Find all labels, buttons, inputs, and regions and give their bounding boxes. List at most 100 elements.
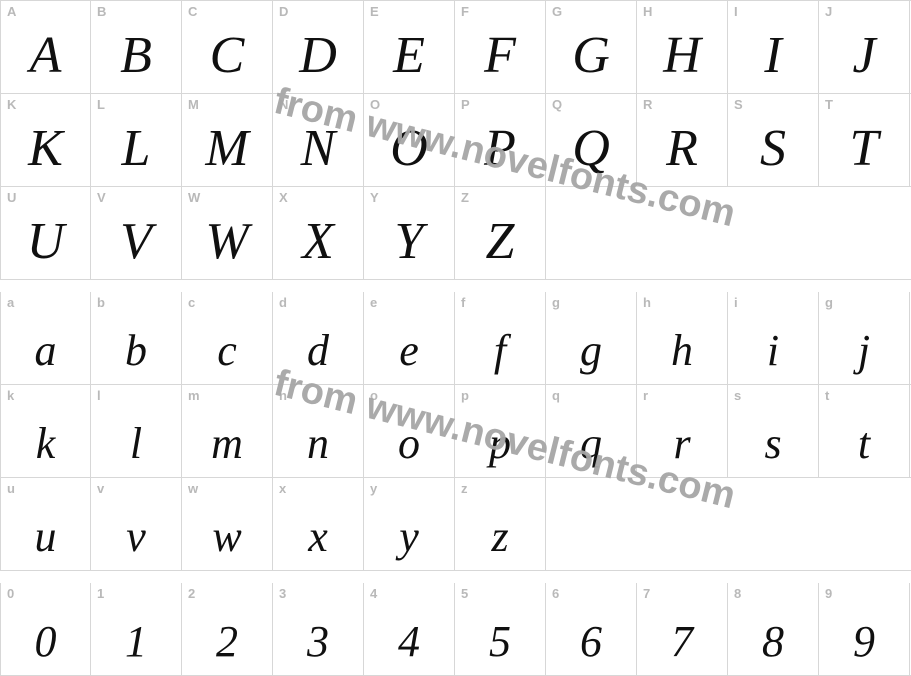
charmap-cell: oo [364,385,455,477]
cell-glyph: A [1,26,90,85]
charmap-cell: bb [91,292,182,384]
charmap-cell: 88 [728,583,819,675]
cell-glyph: 0 [1,616,90,667]
cell-glyph: W [182,212,272,271]
cell-glyph: j [819,325,909,376]
cell-key-label: 7 [643,586,650,601]
charmap-cell: vv [91,478,182,570]
charmap-cell: 99 [819,583,910,675]
cell-key-label: J [825,4,832,19]
charmap-row: AABBCCDDEEFFGGHHIIJJ [0,0,911,94]
cell-key-label: l [97,388,101,403]
cell-glyph: U [1,212,90,271]
cell-glyph: B [91,26,181,85]
charmap-cell: gj [819,292,910,384]
cell-glyph: 2 [182,616,272,667]
charmap-cell: XX [273,187,364,279]
cell-key-label: V [97,190,106,205]
charmap-row: 00112233445566778899 [0,583,911,676]
cell-glyph: a [1,325,90,376]
cell-glyph: R [637,119,727,178]
cell-glyph: m [182,418,272,469]
charmap-cell: KK [0,94,91,186]
charmap-cell: 00 [0,583,91,675]
cell-key-label: D [279,4,288,19]
cell-key-label: y [370,481,377,496]
charmap-cell: OO [364,94,455,186]
cell-key-label: 2 [188,586,195,601]
cell-key-label: Z [461,190,469,205]
charmap-cell: ff [455,292,546,384]
cell-key-label: 1 [97,586,104,601]
charmap-cell: pp [455,385,546,477]
charmap-cell: uu [0,478,91,570]
cell-glyph: r [637,418,727,469]
cell-glyph: h [637,325,727,376]
charmap-cell: TT [819,94,910,186]
cell-glyph: N [273,119,363,178]
cell-glyph: x [273,511,363,562]
cell-key-label: n [279,388,287,403]
section-gap [0,280,911,292]
cell-glyph: J [819,26,909,85]
cell-glyph: X [273,212,363,271]
cell-key-label: u [7,481,15,496]
charmap-cell: 33 [273,583,364,675]
cell-glyph: d [273,325,363,376]
cell-key-label: K [7,97,16,112]
charmap-cell: PP [455,94,546,186]
charmap-cell: nn [273,385,364,477]
cell-glyph: i [728,325,818,376]
cell-glyph: t [819,418,909,469]
cell-glyph: v [91,511,181,562]
charmap-cell: BB [91,1,182,93]
cell-key-label: o [370,388,378,403]
charmap-cell: ss [728,385,819,477]
cell-glyph: n [273,418,363,469]
cell-glyph: k [1,418,90,469]
charmap-cell: LL [91,94,182,186]
cell-glyph: s [728,418,818,469]
charmap-cell: NN [273,94,364,186]
cell-glyph: 9 [819,616,909,667]
charmap-cell: CC [182,1,273,93]
cell-glyph: L [91,119,181,178]
cell-key-label: w [188,481,198,496]
cell-glyph: E [364,26,454,85]
cell-glyph: Y [364,212,454,271]
charmap-cell: FF [455,1,546,93]
cell-key-label: L [97,97,105,112]
cell-key-label: B [97,4,106,19]
cell-key-label: 9 [825,586,832,601]
cell-key-label: e [370,295,377,310]
charmap-row: aabbccddeeffgghhiigj [0,292,911,385]
charmap-cell: ee [364,292,455,384]
cell-glyph: 4 [364,616,454,667]
charmap-row: kkllmmnnooppqqrrsstt [0,385,911,478]
charmap-cell: WW [182,187,273,279]
cell-key-label: E [370,4,379,19]
charmap-cell: 77 [637,583,728,675]
charmap-cell: RR [637,94,728,186]
cell-key-label: I [734,4,738,19]
cell-key-label: z [461,481,468,496]
cell-key-label: g [825,295,833,310]
cell-glyph: l [91,418,181,469]
cell-key-label: t [825,388,829,403]
cell-key-label: 3 [279,586,286,601]
cell-glyph: F [455,26,545,85]
cell-key-label: C [188,4,197,19]
cell-glyph: f [455,325,545,376]
charmap-cell: ww [182,478,273,570]
charmap-cell: MM [182,94,273,186]
cell-key-label: R [643,97,652,112]
cell-glyph: D [273,26,363,85]
cell-glyph: e [364,325,454,376]
cell-key-label: 4 [370,586,377,601]
cell-glyph: c [182,325,272,376]
charmap-cell: gg [546,292,637,384]
cell-glyph: I [728,26,818,85]
cell-key-label: v [97,481,104,496]
cell-key-label: N [279,97,288,112]
charmap-cell: DD [273,1,364,93]
